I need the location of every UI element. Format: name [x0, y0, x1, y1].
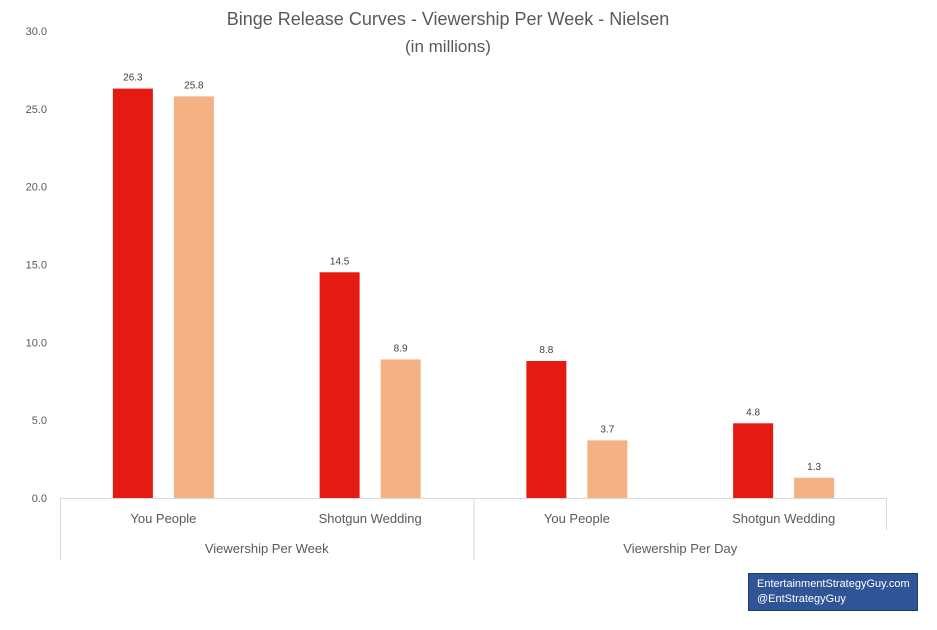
group-label: Viewership Per Week: [205, 541, 329, 556]
y-tick-label: 15.0: [26, 260, 47, 272]
y-axis: 0.0 5.0 10.0 15.0 20.0 25.0 30.0: [26, 26, 47, 505]
data-label: 25.8: [184, 80, 204, 91]
category-label: Shotgun Wedding: [732, 511, 835, 526]
y-tick-label: 10.0: [26, 337, 47, 349]
credit-website: EntertainmentStrategyGuy.com: [757, 578, 910, 590]
bar: [319, 272, 360, 498]
category-label: Shotgun Wedding: [319, 511, 422, 526]
chart-title: Binge Release Curves - Viewership Per We…: [227, 9, 670, 29]
bar: [380, 359, 421, 498]
credit-box: EntertainmentStrategyGuy.com @EntStrateg…: [748, 573, 918, 611]
y-tick-label: 30.0: [26, 26, 47, 38]
data-label: 4.8: [746, 407, 760, 418]
bar: [587, 440, 628, 498]
bar: [733, 423, 774, 498]
y-tick-label: 20.0: [26, 182, 47, 194]
data-label: 8.9: [394, 343, 408, 354]
data-labels: 26.3 25.8 14.5 8.9 8.8 3.7 4.8 1.3: [123, 73, 821, 473]
bar: [112, 88, 153, 498]
bars: [112, 88, 835, 498]
data-label: 14.5: [330, 256, 350, 267]
y-tick-label: 0.0: [32, 493, 47, 505]
group-label: Viewership Per Day: [623, 541, 737, 556]
data-label: 1.3: [807, 462, 821, 473]
chart-subtitle: (in millions): [405, 37, 491, 56]
credit-handle: @EntStrategyGuy: [757, 593, 846, 605]
data-label: 26.3: [123, 73, 143, 84]
y-tick-label: 25.0: [26, 104, 47, 116]
data-label: 3.7: [600, 424, 614, 435]
bar: [526, 361, 567, 498]
category-label: You People: [130, 511, 196, 526]
data-label: 8.8: [539, 345, 553, 356]
x-axis: You People Shotgun Wedding Viewership Per …: [60, 498, 887, 560]
bar: [794, 477, 835, 498]
bar: [173, 96, 214, 498]
y-tick-label: 5.0: [32, 415, 47, 427]
category-label: You People: [544, 511, 610, 526]
